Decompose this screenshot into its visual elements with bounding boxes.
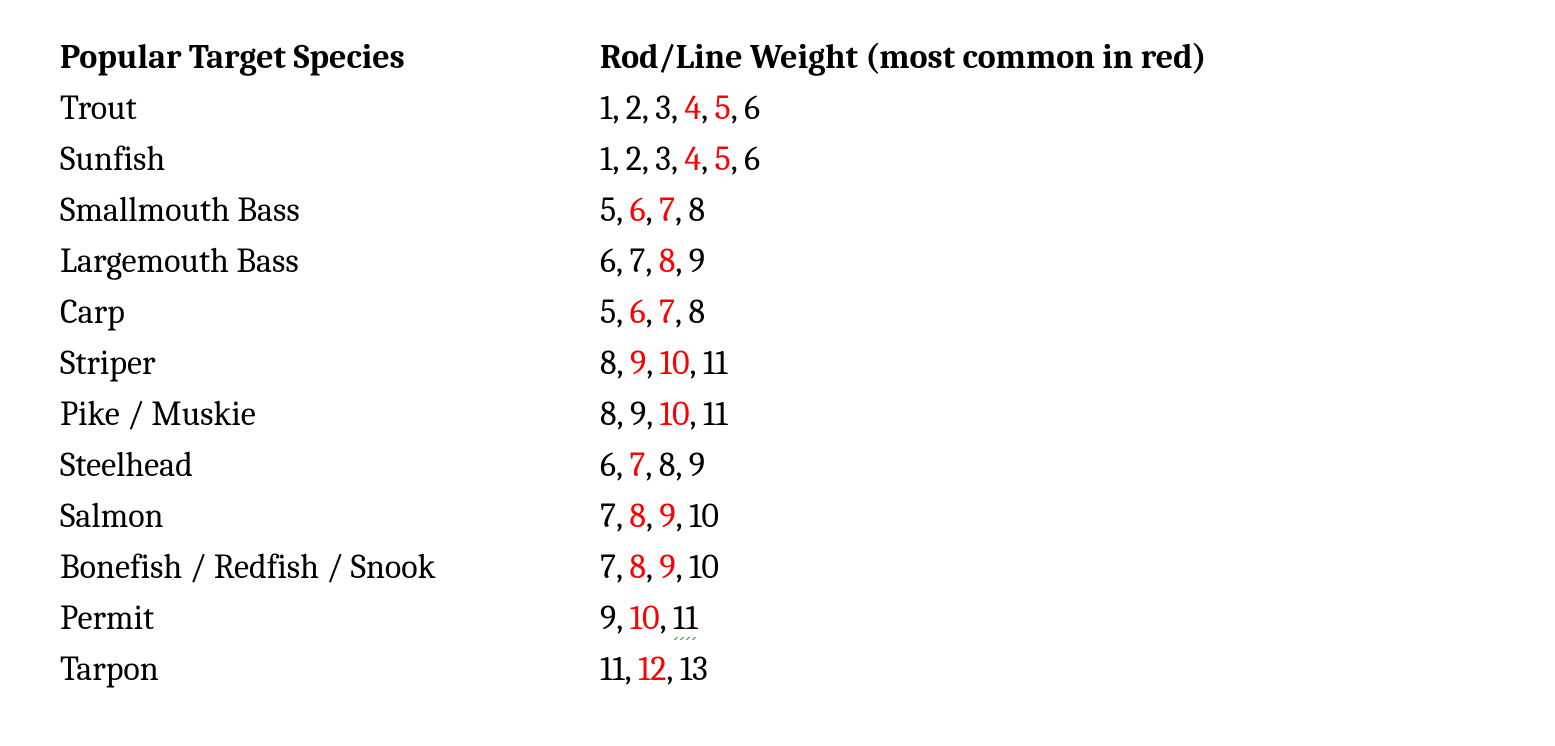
species-cell: Smallmouth Bass (60, 185, 600, 236)
table-row: Bonefish / Redfish / Snook7, 8, 9, 10 (60, 542, 1495, 593)
weight-value: 9 (630, 343, 646, 383)
weight-value: 5 (715, 88, 731, 128)
weight-value: 11 (600, 649, 625, 689)
weight-value: 13 (680, 649, 708, 689)
weight-value: 8 (688, 190, 705, 230)
species-cell: Sunfish (60, 134, 600, 185)
weight-value: 2 (626, 88, 642, 128)
weights-cell: 11, 12, 13 (600, 644, 1495, 695)
table-row: Sunfish1, 2, 3, 4, 5, 6 (60, 134, 1495, 185)
species-cell: Carp (60, 287, 600, 338)
weight-value: 3 (655, 139, 671, 179)
weight-value: 8 (629, 496, 646, 536)
species-cell: Steelhead (60, 440, 600, 491)
weight-value: 7 (659, 190, 675, 230)
weight-value: 9 (659, 496, 675, 536)
weight-value: 11 (673, 598, 698, 640)
weight-value: 8 (659, 445, 676, 485)
species-cell: Bonefish / Redfish / Snook (60, 542, 600, 593)
weight-value: 12 (638, 649, 666, 689)
weight-value: 8 (659, 241, 676, 281)
weight-value: 6 (744, 88, 760, 128)
weight-value: 4 (684, 139, 701, 179)
weight-value: 8 (600, 343, 617, 383)
weight-value: 7 (629, 445, 645, 485)
weight-value: 9 (659, 547, 675, 587)
weight-value: 3 (655, 88, 671, 128)
table-row: Largemouth Bass6, 7, 8, 9 (60, 236, 1495, 287)
weight-value: 7 (600, 496, 616, 536)
weights-cell: 5, 6, 7, 8 (600, 287, 1495, 338)
species-cell: Permit (60, 593, 600, 644)
weights-cell: 1, 2, 3, 4, 5, 6 (600, 134, 1495, 185)
weight-value: 7 (659, 292, 675, 332)
weight-value: 9 (689, 241, 705, 281)
weight-value: 7 (629, 241, 645, 281)
weights-cell: 8, 9, 10, 11 (600, 389, 1495, 440)
table-header-row: Popular Target Species Rod/Line Weight (… (60, 32, 1495, 83)
weight-value: 5 (715, 139, 731, 179)
weight-value: 10 (689, 496, 719, 536)
weight-value: 9 (630, 394, 646, 434)
weight-value: 11 (703, 394, 728, 434)
table-row: Pike / Muskie8, 9, 10, 11 (60, 389, 1495, 440)
weight-value: 9 (600, 598, 616, 638)
weight-value: 9 (689, 445, 705, 485)
table-row: Salmon7, 8, 9, 10 (60, 491, 1495, 542)
weights-cell: 9, 10, 11 (600, 593, 1495, 644)
table-row: Carp5, 6, 7, 8 (60, 287, 1495, 338)
weight-value: 6 (630, 190, 646, 230)
weight-value: 7 (600, 547, 616, 587)
weight-value: 10 (660, 394, 690, 434)
species-cell: Striper (60, 338, 600, 389)
weight-value: 6 (600, 241, 616, 281)
column-header-species: Popular Target Species (60, 32, 600, 83)
table-row: Striper8, 9, 10, 11 (60, 338, 1495, 389)
weight-value: 11 (703, 343, 728, 383)
weights-cell: 8, 9, 10, 11 (600, 338, 1495, 389)
weights-cell: 7, 8, 9, 10 (600, 542, 1495, 593)
column-header-weights: Rod/Line Weight (most common in red) (600, 32, 1495, 83)
weight-value: 1 (600, 139, 612, 179)
weight-value: 5 (600, 292, 616, 332)
species-cell: Salmon (60, 491, 600, 542)
weight-value: 1 (600, 88, 612, 128)
weights-cell: 7, 8, 9, 10 (600, 491, 1495, 542)
weights-cell: 1, 2, 3, 4, 5, 6 (600, 83, 1495, 134)
weight-value: 2 (626, 139, 642, 179)
weights-cell: 5, 6, 7, 8 (600, 185, 1495, 236)
weight-value: 8 (629, 547, 646, 587)
table-row: Permit9, 10, 11 (60, 593, 1495, 644)
weight-value: 5 (600, 190, 616, 230)
species-cell: Trout (60, 83, 600, 134)
species-weight-table: Popular Target Species Rod/Line Weight (… (0, 0, 1555, 727)
weights-cell: 6, 7, 8, 9 (600, 440, 1495, 491)
weights-cell: 6, 7, 8, 9 (600, 236, 1495, 287)
species-cell: Pike / Muskie (60, 389, 600, 440)
weight-value: 6 (630, 292, 646, 332)
weight-value: 10 (660, 343, 690, 383)
table-row: Tarpon11, 12, 13 (60, 644, 1495, 695)
weight-value: 10 (630, 598, 660, 638)
species-cell: Largemouth Bass (60, 236, 600, 287)
table-row: Smallmouth Bass5, 6, 7, 8 (60, 185, 1495, 236)
weight-value: 8 (688, 292, 705, 332)
table-row: Trout1, 2, 3, 4, 5, 6 (60, 83, 1495, 134)
weight-value: 8 (600, 394, 617, 434)
weight-value: 6 (744, 139, 760, 179)
weight-value: 4 (684, 88, 701, 128)
species-cell: Tarpon (60, 644, 600, 695)
weight-value: 6 (600, 445, 616, 485)
weight-value: 10 (689, 547, 719, 587)
table-row: Steelhead6, 7, 8, 9 (60, 440, 1495, 491)
